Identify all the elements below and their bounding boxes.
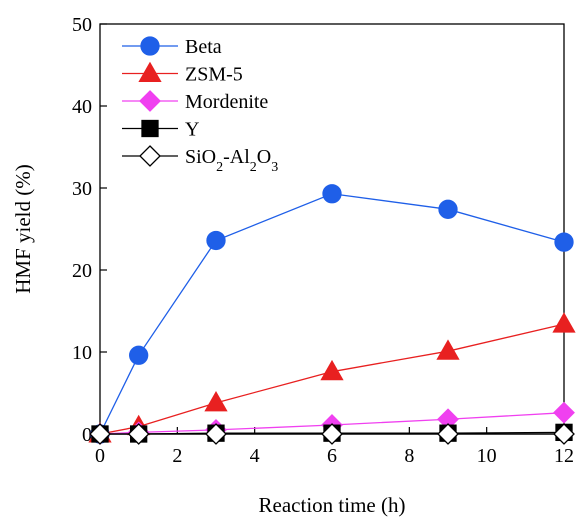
x-axis: 0 2 4 6 8 10 12 (95, 427, 574, 467)
legend-item: Beta (122, 36, 222, 58)
y-tick-label: 50 (72, 14, 92, 36)
legend-marker (138, 61, 162, 83)
data-point (320, 359, 344, 381)
data-point (438, 199, 458, 219)
legend-marker (141, 119, 159, 138)
legend-item: Y (122, 119, 199, 141)
x-tick-label: 12 (554, 445, 574, 467)
legend-item: Mordenite (122, 90, 268, 113)
x-axis-title: Reaction time (h) (259, 493, 406, 517)
data-point (552, 312, 576, 333)
y-tick-label: 10 (72, 342, 92, 364)
series-line (99, 193, 565, 435)
data-point (554, 232, 574, 252)
legend-marker (140, 36, 160, 56)
data-point (437, 423, 459, 445)
legend-marker (139, 90, 161, 112)
data-point (127, 423, 150, 445)
data-point (204, 391, 228, 412)
legend-item: SiO2-Al2O3 (122, 145, 278, 175)
data-point (321, 423, 343, 445)
legend-item: ZSM-5 (122, 61, 243, 86)
data-point (89, 423, 111, 445)
series-4 (89, 423, 575, 445)
legend-marker (139, 145, 161, 167)
y-axis-title: HMF yield (%) (11, 164, 35, 294)
x-tick-label: 8 (404, 445, 414, 467)
x-tick-label: 2 (172, 445, 182, 467)
legend: Beta ZSM-5 Mordenite Y SiO2-Al2O3 (122, 36, 278, 175)
data-point (205, 423, 227, 445)
data-point (322, 184, 342, 204)
y-tick-label: 0 (82, 424, 92, 446)
legend-label: ZSM-5 (185, 64, 243, 86)
y-tick-label: 20 (72, 260, 92, 282)
x-tick-label: 10 (477, 445, 497, 467)
data-point (206, 230, 226, 251)
data-point (553, 423, 575, 445)
legend-label: Beta (185, 36, 222, 58)
legend-label: Mordenite (185, 91, 268, 113)
x-tick-label: 4 (250, 445, 260, 467)
y-tick-label: 30 (72, 178, 92, 200)
data-point (129, 345, 149, 365)
legend-label: Y (185, 119, 199, 141)
x-tick-label: 6 (327, 445, 337, 467)
series-0 (90, 184, 574, 444)
y-tick-label: 40 (72, 96, 92, 118)
y-axis: 0 10 20 30 40 50 (72, 14, 107, 446)
legend-label: SiO2-Al2O3 (185, 146, 278, 175)
data-point (436, 339, 460, 360)
data-point (553, 401, 575, 424)
series-layer (88, 184, 576, 445)
x-tick-label: 0 (95, 445, 105, 467)
